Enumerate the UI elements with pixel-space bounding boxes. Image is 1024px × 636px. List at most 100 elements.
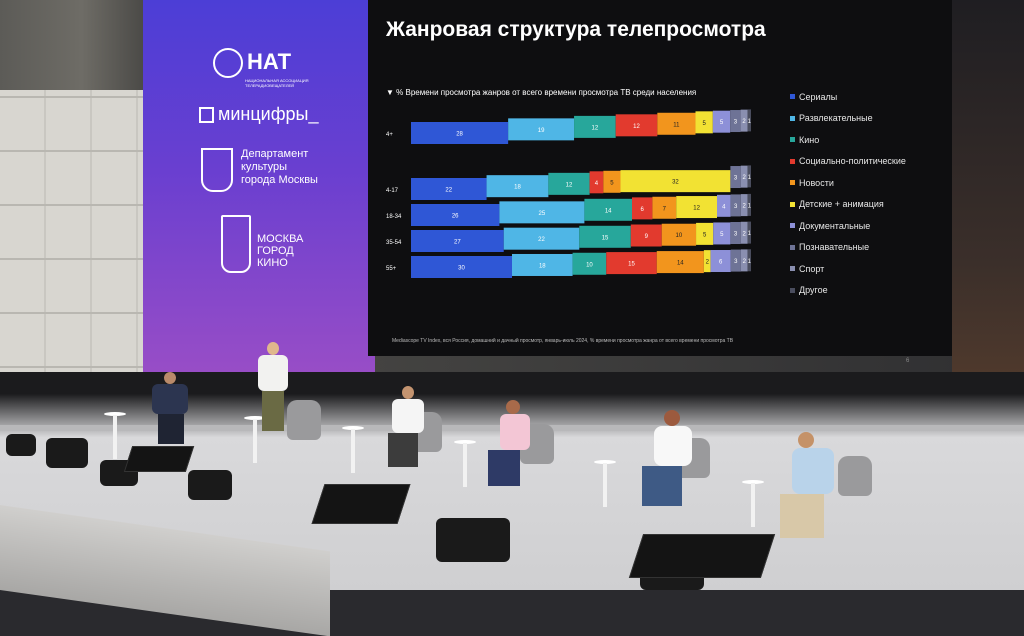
- side-table: [342, 426, 364, 473]
- moscow-kino-icon: [221, 215, 251, 273]
- legend-label: Другое: [799, 285, 828, 296]
- legend-swatch: [790, 287, 795, 293]
- bar-value-label: 3: [734, 232, 738, 238]
- mintsifry-logo: минцифры_: [199, 104, 319, 125]
- stage-monitor: [123, 446, 195, 472]
- bar-value-label: 14: [605, 208, 612, 214]
- bar-segment: [710, 250, 731, 273]
- bar-segment: [747, 221, 751, 244]
- bar-segment: [740, 221, 748, 244]
- bar-segment: [620, 170, 731, 193]
- bar-segment: [747, 249, 751, 272]
- legend-label: Развлекательные: [799, 113, 873, 124]
- bar-value-label: 2: [742, 119, 746, 125]
- moscow-coat-of-arms-icon: [201, 148, 233, 192]
- bar-segment: [730, 166, 741, 189]
- bar-value-label: 15: [628, 262, 635, 268]
- side-table: [594, 460, 616, 507]
- moscow-kino-logo: МОСКВА ГОРОД КИНО: [221, 215, 304, 273]
- mintsifry-icon: [199, 107, 214, 124]
- bar-value-label: 30: [458, 266, 465, 272]
- legend-label: Детские + анимация: [799, 199, 884, 210]
- legend-item: Сериалы: [790, 86, 906, 108]
- bar-segment: [740, 165, 748, 188]
- legend-swatch: [790, 180, 795, 186]
- bar-segment: [606, 252, 657, 275]
- stage-speaker: [188, 470, 232, 500]
- bar-segment: [574, 115, 616, 138]
- stage-monitor: [311, 484, 411, 524]
- bar-value-label: 3: [734, 120, 738, 126]
- legend-label: Новости: [799, 177, 834, 188]
- mintsifry-text: минцифры_: [218, 104, 319, 124]
- bar-segment: [730, 110, 741, 133]
- bar-value-label: 22: [445, 188, 452, 194]
- bar-segment: [747, 109, 751, 132]
- stage-speaker: [436, 518, 510, 562]
- bar-segment: [579, 225, 631, 248]
- bar-value-label: 19: [538, 128, 545, 134]
- stage-monitor: [628, 534, 776, 578]
- bar-segment: [656, 251, 704, 274]
- bar-value-label: 2: [743, 259, 747, 265]
- speaker-person: [774, 432, 854, 554]
- bar-segment: [730, 194, 741, 217]
- legend-item: Детские + анимация: [790, 194, 906, 216]
- side-led-screen: [952, 0, 1024, 440]
- bar-segment: [630, 224, 662, 247]
- bar-value-label: 3: [734, 259, 738, 265]
- moderator-person: [256, 342, 290, 464]
- bar-value-label: 2: [743, 204, 747, 210]
- bar-value-label: 2: [742, 175, 746, 181]
- sponsor-screen: НАТ НАЦИОНАЛЬНАЯ АССОЦИАЦИЯ ТЕЛЕРАДИОВЕЩ…: [143, 0, 375, 382]
- bar-value-label: 32: [672, 180, 679, 186]
- bar-segment: [696, 222, 714, 245]
- legend-swatch: [790, 137, 795, 143]
- bar-value-label: 5: [720, 120, 724, 126]
- chair: [287, 400, 321, 440]
- side-table: [454, 440, 476, 487]
- bar-segment: [713, 222, 731, 245]
- bar-segment: [703, 250, 711, 273]
- bar-segment: [511, 253, 573, 276]
- bar-value-label: 4: [722, 204, 726, 210]
- bar-value-label: 9: [645, 234, 649, 240]
- side-table: [742, 480, 764, 527]
- nat-logo-icon: [213, 48, 243, 78]
- moscow-kino-text: МОСКВА ГОРОД КИНО: [257, 233, 304, 269]
- bar-value-label: 1: [748, 231, 752, 237]
- nat-logo: НАТ НАЦИОНАЛЬНАЯ АССОЦИАЦИЯ ТЕЛЕРАДИОВЕЩ…: [213, 48, 315, 88]
- legend-item: Познавательные: [790, 237, 906, 259]
- category-label: 4+: [386, 132, 393, 138]
- bar-segment: [411, 122, 509, 144]
- bar-value-label: 3: [734, 176, 738, 182]
- legend-item: Другое: [790, 280, 906, 302]
- chart-source: Mediascope TV Index, вся Россия, домашни…: [392, 338, 734, 344]
- bar-segment: [717, 194, 731, 217]
- bar-segment: [676, 196, 717, 219]
- speaker-person: [150, 372, 190, 448]
- bar-segment: [661, 223, 697, 246]
- bar-segment: [740, 109, 748, 132]
- bar-segment: [695, 111, 713, 134]
- speaker-person: [478, 400, 538, 500]
- bar-value-label: 28: [456, 132, 463, 138]
- bar-segment: [499, 201, 585, 224]
- bar-value-label: 5: [720, 232, 724, 238]
- bar-value-label: 6: [641, 207, 645, 213]
- bar-value-label: 27: [454, 240, 461, 246]
- bar-segment: [411, 256, 512, 278]
- bar-segment: [615, 114, 658, 137]
- bar-value-label: 5: [610, 180, 614, 186]
- bar-segment: [411, 204, 500, 226]
- category-label: 35-54: [386, 240, 402, 246]
- bar-segment: [411, 230, 504, 252]
- nat-logo-subtitle: НАЦИОНАЛЬНАЯ АССОЦИАЦИЯ ТЕЛЕРАДИОВЕЩАТЕЛ…: [245, 78, 309, 88]
- bar-segment: [589, 171, 604, 194]
- moscow-culture-text: Департамент культуры города Москвы: [241, 148, 318, 186]
- bar-segment: [747, 165, 751, 188]
- bar-value-label: 4: [595, 181, 599, 187]
- legend-swatch: [790, 223, 795, 229]
- legend-label: Социально-политические: [799, 156, 906, 167]
- bar-value-label: 2: [742, 231, 746, 237]
